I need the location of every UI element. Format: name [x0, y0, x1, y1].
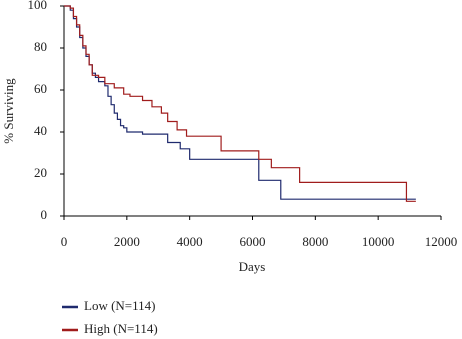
y-tick-label: 100: [28, 0, 48, 12]
y-tick-label: 60: [34, 81, 47, 96]
legend-label: High (N=114): [84, 321, 158, 336]
survival-curve: [64, 5, 416, 202]
y-axis-label: % Surviving: [1, 78, 16, 144]
x-tick-label: 2000: [114, 234, 140, 249]
y-tick-label: 80: [34, 39, 47, 54]
x-tick-label: 12000: [425, 234, 458, 249]
legend-label: Low (N=114): [84, 298, 155, 313]
x-tick-label: 4000: [177, 234, 203, 249]
y-tick-label: 20: [34, 165, 47, 180]
survival-curve: [64, 5, 416, 200]
x-tick-label: 6000: [240, 234, 266, 249]
x-tick-label: 8000: [302, 234, 328, 249]
y-tick-label: 40: [34, 123, 47, 138]
x-tick-label: 0: [61, 234, 68, 249]
x-axis-label: Days: [239, 259, 266, 274]
y-tick-label: 0: [41, 207, 48, 222]
x-tick-label: 10000: [362, 234, 395, 249]
